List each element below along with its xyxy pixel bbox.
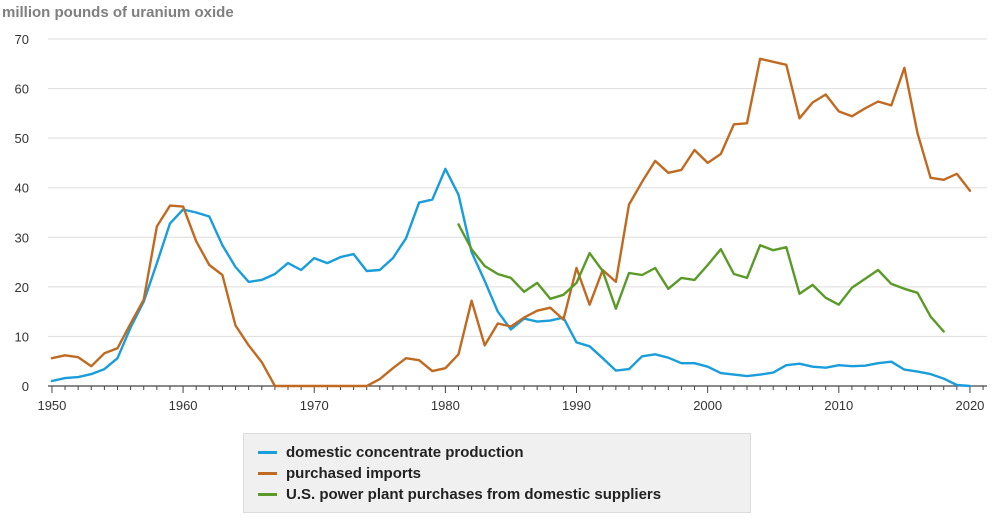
legend-item-domestic-production: domestic concentrate production bbox=[258, 442, 750, 463]
y-tick-label: 20 bbox=[15, 280, 29, 295]
x-tick-label: 1950 bbox=[37, 398, 66, 413]
y-tick-label: 70 bbox=[15, 32, 29, 47]
legend-item-purchased-imports: purchased imports bbox=[258, 463, 750, 484]
legend-label-domestic-production: domestic concentrate production bbox=[286, 444, 524, 461]
series-lines bbox=[50, 57, 972, 388]
x-tick-label: 1990 bbox=[562, 398, 591, 413]
y-tick-label: 60 bbox=[15, 82, 29, 97]
y-tick-label: 40 bbox=[15, 181, 29, 196]
legend-swatch-power-plant-purchases bbox=[258, 493, 277, 496]
series-line-0 bbox=[50, 167, 972, 388]
y-tick-label: 0 bbox=[22, 379, 29, 394]
x-tick-label: 1960 bbox=[169, 398, 198, 413]
y-tick-label: 10 bbox=[15, 329, 29, 344]
x-tick-label: 2020 bbox=[955, 398, 984, 413]
legend-swatch-domestic-production bbox=[258, 451, 277, 454]
x-tick-label: 2010 bbox=[824, 398, 853, 413]
y-axis-label: million pounds of uranium oxide bbox=[2, 4, 234, 21]
gridlines bbox=[48, 38, 987, 337]
x-tick-label: 2000 bbox=[693, 398, 722, 413]
legend-label-purchased-imports: purchased imports bbox=[286, 465, 422, 482]
legend-item-power-plant-purchases: U.S. power plant purchases from domestic… bbox=[258, 484, 750, 505]
y-axis-ticks: 0 10 20 30 40 50 60 70 bbox=[15, 32, 29, 394]
line-chart: million pounds of uranium oxide 1950 1960… bbox=[2, 4, 987, 413]
series-line-2 bbox=[457, 223, 945, 333]
y-tick-label: 30 bbox=[15, 230, 29, 245]
y-tick-label: 50 bbox=[15, 131, 29, 146]
x-tick-label: 1970 bbox=[300, 398, 329, 413]
legend-label-power-plant-purchases: U.S. power plant purchases from domestic… bbox=[286, 486, 662, 503]
x-axis: 1950 1960 1970 1980 1990 2000 2010 2020 bbox=[37, 385, 987, 413]
series-line-1 bbox=[50, 57, 972, 388]
legend-swatch-purchased-imports bbox=[258, 472, 277, 475]
x-tick-label: 1980 bbox=[431, 398, 460, 413]
legend: domestic concentrate production purchase… bbox=[243, 433, 751, 513]
